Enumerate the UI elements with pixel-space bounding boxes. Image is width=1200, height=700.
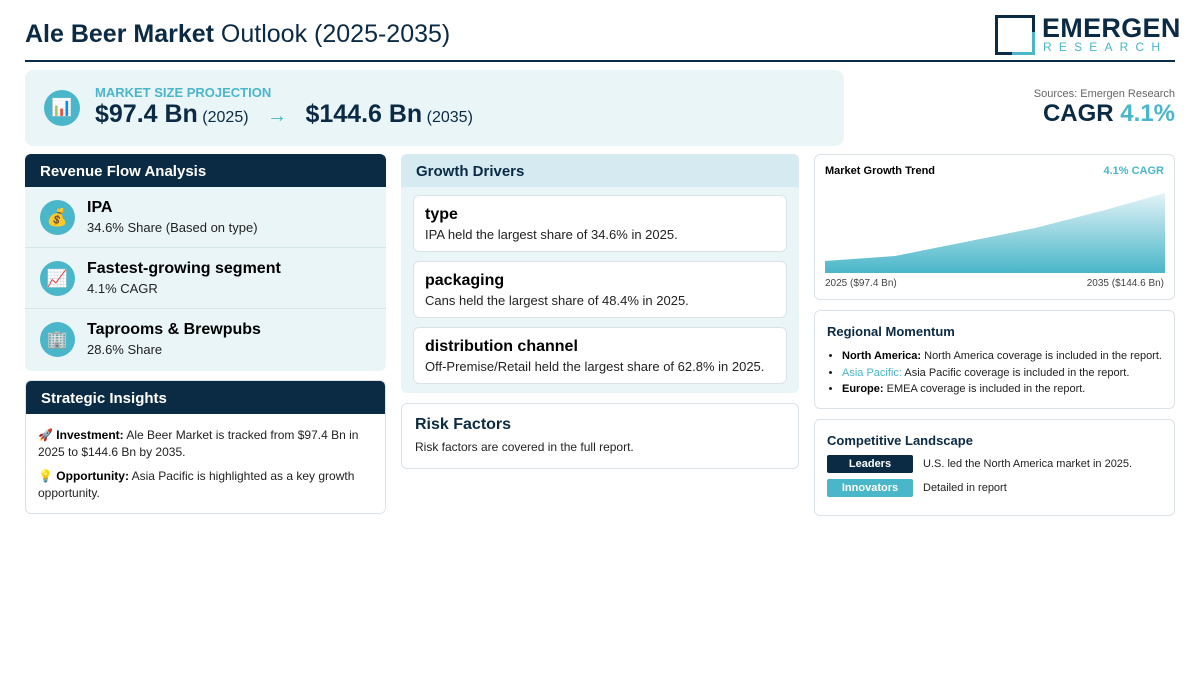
page-header: Ale Beer Market Outlook (2025-2035) EMER… [25,12,1180,62]
risk-factors-title: Risk Factors [415,416,512,433]
driver-title: packaging [425,272,505,289]
region-list: North America: North America coverage is… [842,348,1167,398]
item-subtitle: 28.6% Share [87,342,163,357]
innovators-badge: Innovators [827,479,913,497]
region-text: EMEA coverage is included in the report. [883,383,1086,395]
driver-title: type [425,206,458,223]
competitive-landscape: Competitive Landscape Leaders U.S. led t… [814,419,1175,516]
trend-chart-icon: 📈 [40,261,75,296]
logo-mark-icon [995,15,1035,55]
end-value: $144.6 Bn [305,100,423,128]
bar-chart-icon: 📊 [44,90,80,126]
region-item: Europe: EMEA coverage is included in the… [842,381,1167,398]
region-name: Asia Pacific: [842,366,902,379]
item-subtitle: 4.1% CAGR [87,281,158,296]
growth-trend-cagr: 4.1% CAGR [1103,165,1164,177]
start-year: (2025) [202,109,249,126]
logo-sub-text: RESEARCH [1043,40,1168,54]
driver-card: type IPA held the largest share of 34.6%… [413,195,787,252]
list-item: 🏢 Taprooms & Brewpubs 28.6% Share [25,309,386,370]
insight-label: Opportunity: [56,469,129,483]
regional-momentum-title: Regional Momentum [827,324,955,339]
insight-investment: 🚀 Investment: Ale Beer Market is tracked… [38,427,373,460]
title-bold: Ale Beer Market [25,20,214,48]
risk-factors-text: Risk factors are covered in the full rep… [415,440,634,454]
insight-opportunity: 💡 Opportunity: Asia Pacific is highlight… [38,468,373,501]
driver-title: distribution channel [425,338,578,355]
growth-area [825,193,1165,273]
emergen-logo: EMERGEN RESEARCH [995,13,1180,55]
region-name: North America: [842,350,922,362]
cagr-value: 4.1% [1120,100,1175,127]
building-icon: 🏢 [40,322,75,357]
region-text: North America coverage is included in th… [921,350,1162,362]
region-item: North America: North America coverage is… [842,348,1167,365]
cagr-label: CAGR [1042,100,1114,127]
strategic-insights: Strategic Insights 🚀 Investment: Ale Bee… [25,380,386,514]
start-value: $97.4 Bn [95,100,198,128]
lightbulb-icon: 💡 [38,469,53,483]
competitive-landscape-title: Competitive Landscape [827,433,973,448]
leaders-badge: Leaders [827,455,913,473]
insight-text: Asia Pacific is highlighted as a key gro… [38,469,355,500]
leaders-text: U.S. led the North America market in 202… [923,458,1133,470]
market-growth-trend: Market Growth Trend 4.1% CAGR 2025 ($97.… [814,154,1175,300]
projection-label: MARKET SIZE PROJECTION [95,85,272,100]
growth-end-label: 2035 ($144.6 Bn) [1086,278,1164,289]
region-item: Asia Pacific: Asia Pacific coverage is i… [842,365,1167,382]
insight-text: Ale Beer Market is tracked from $97.4 Bn… [38,428,359,459]
item-subtitle: 34.6% Share (Based on type) [87,220,258,235]
item-title: IPA [87,199,113,216]
item-title: Taprooms & Brewpubs [87,321,261,338]
risk-factors: Risk Factors Risk factors are covered in… [401,403,799,469]
end-year: (2035) [426,109,473,126]
list-item: 📈 Fastest-growing segment 4.1% CAGR [25,248,386,309]
logo-main-text: EMERGEN [1042,13,1181,43]
item-title: Fastest-growing segment [87,260,281,277]
innovators-text: Detailed in report [923,482,1007,494]
list-item: 💰 IPA 34.6% Share (Based on type) [25,187,386,248]
title-rest: Outlook (2025-2035) [213,20,451,48]
cagr-display: CAGR 4.1% [1043,100,1175,128]
growth-trend-title: Market Growth Trend [825,165,936,177]
money-bag-icon: 💰 [40,200,75,235]
strategic-insights-title: Strategic Insights [26,381,385,414]
revenue-flow-title: Revenue Flow Analysis [25,154,386,187]
rocket-icon: 🚀 [38,428,53,442]
sources-text: Sources: Emergen Research [1033,88,1175,100]
driver-text: IPA held the largest share of 34.6% in 2… [425,227,678,242]
growth-start-label: 2025 ($97.4 Bn) [825,278,897,289]
region-name: Europe: [842,383,884,395]
arrow-right-icon: → [267,105,287,127]
driver-card: distribution channel Off-Premise/Retail … [413,327,787,384]
page-title: Ale Beer Market Outlook (2025-2035) [25,20,450,49]
revenue-flow-analysis: Revenue Flow Analysis 💰 IPA 34.6% Share … [25,154,386,371]
driver-card: packaging Cans held the largest share of… [413,261,787,318]
growth-drivers-title: Growth Drivers [401,154,799,187]
regional-momentum: Regional Momentum North America: North A… [814,310,1175,409]
market-size-projection: 📊 MARKET SIZE PROJECTION $97.4 Bn (2025)… [25,70,844,146]
projection-values: $97.4 Bn (2025) → $144.6 Bn (2035) [95,100,473,129]
growth-area-chart [825,193,1165,273]
driver-text: Off-Premise/Retail held the largest shar… [425,359,765,374]
growth-drivers: Growth Drivers type IPA held the largest… [401,154,799,393]
insight-label: Investment: [56,428,124,442]
region-text: Asia Pacific coverage is included in the… [901,366,1130,379]
driver-text: Cans held the largest share of 48.4% in … [425,293,689,308]
